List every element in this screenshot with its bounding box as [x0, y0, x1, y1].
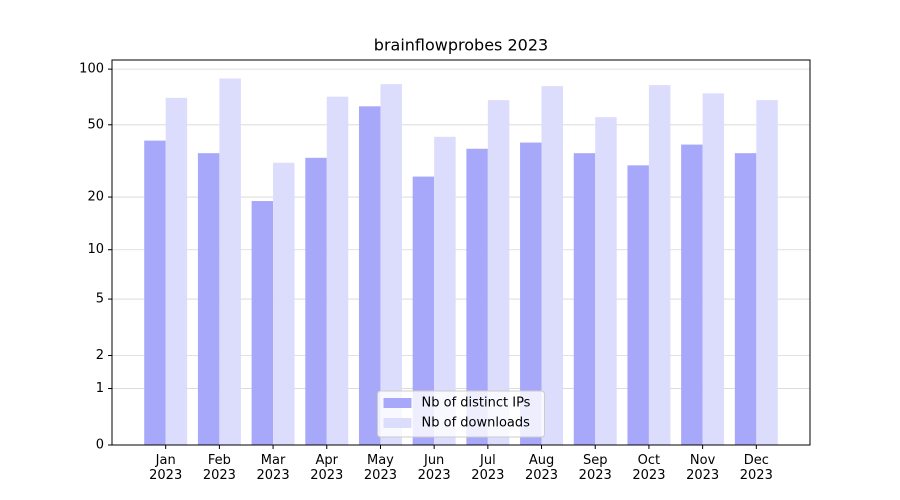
legend-swatch: [383, 418, 412, 428]
bar: [627, 165, 649, 445]
legend-label: Nb of distinct IPs: [422, 396, 531, 411]
bar: [412, 176, 435, 445]
y-tick-label: 2: [96, 348, 104, 363]
bar: [197, 153, 220, 446]
x-tick-label: Oct 2023: [632, 453, 666, 483]
bar: [305, 157, 327, 445]
bar: [702, 93, 725, 446]
chart-title: brainflowprobes 2023: [374, 36, 548, 55]
y-tick-label: 1: [96, 381, 104, 396]
x-tick-label: Aug 2023: [524, 453, 559, 483]
bar: [273, 162, 295, 446]
x-tick-label: Mar 2023: [256, 453, 290, 483]
y-tick-label: 100: [79, 62, 104, 77]
y-tick-label: 10: [87, 242, 104, 257]
legend-box: [377, 390, 545, 438]
bar: [487, 100, 510, 446]
y-tick-label: 50: [87, 117, 104, 132]
bar: [541, 86, 564, 445]
bar: [219, 78, 241, 446]
bar: [251, 201, 274, 445]
x-tick-label: Jan 2023: [149, 453, 183, 483]
bar: [466, 148, 488, 446]
bar: [734, 153, 757, 446]
bar: [144, 140, 166, 445]
x-tick-label: Jun 2023: [417, 453, 451, 483]
legend-label: Nb of downloads: [422, 416, 531, 431]
x-tick-label: Feb 2023: [202, 453, 236, 483]
legend-swatch: [383, 398, 412, 408]
x-tick-label: Sep 2023: [578, 453, 612, 483]
bar: [573, 153, 596, 446]
x-tick-label: Apr 2023: [310, 453, 344, 483]
bar: [380, 84, 402, 446]
bar: [358, 106, 381, 446]
bar: [595, 117, 617, 446]
plot-frame: [111, 59, 811, 446]
bar: [326, 96, 349, 446]
bar: [165, 97, 188, 446]
y-tick-label: 0: [96, 438, 104, 453]
bar: [520, 142, 542, 445]
bar: [681, 144, 703, 445]
x-tick-label: Dec 2023: [739, 453, 773, 483]
legend: Nb of distinct IPs Nb of downloads: [377, 390, 545, 438]
x-tick-label: Nov 2023: [686, 453, 720, 483]
y-tick-label: 20: [87, 190, 104, 205]
bar: [648, 85, 671, 446]
x-tick-label: May 2023: [363, 453, 397, 483]
bar: [756, 100, 778, 446]
y-tick-label: 5: [96, 292, 104, 307]
x-tick-label: Jul 2023: [471, 453, 505, 483]
bar: [434, 136, 456, 445]
